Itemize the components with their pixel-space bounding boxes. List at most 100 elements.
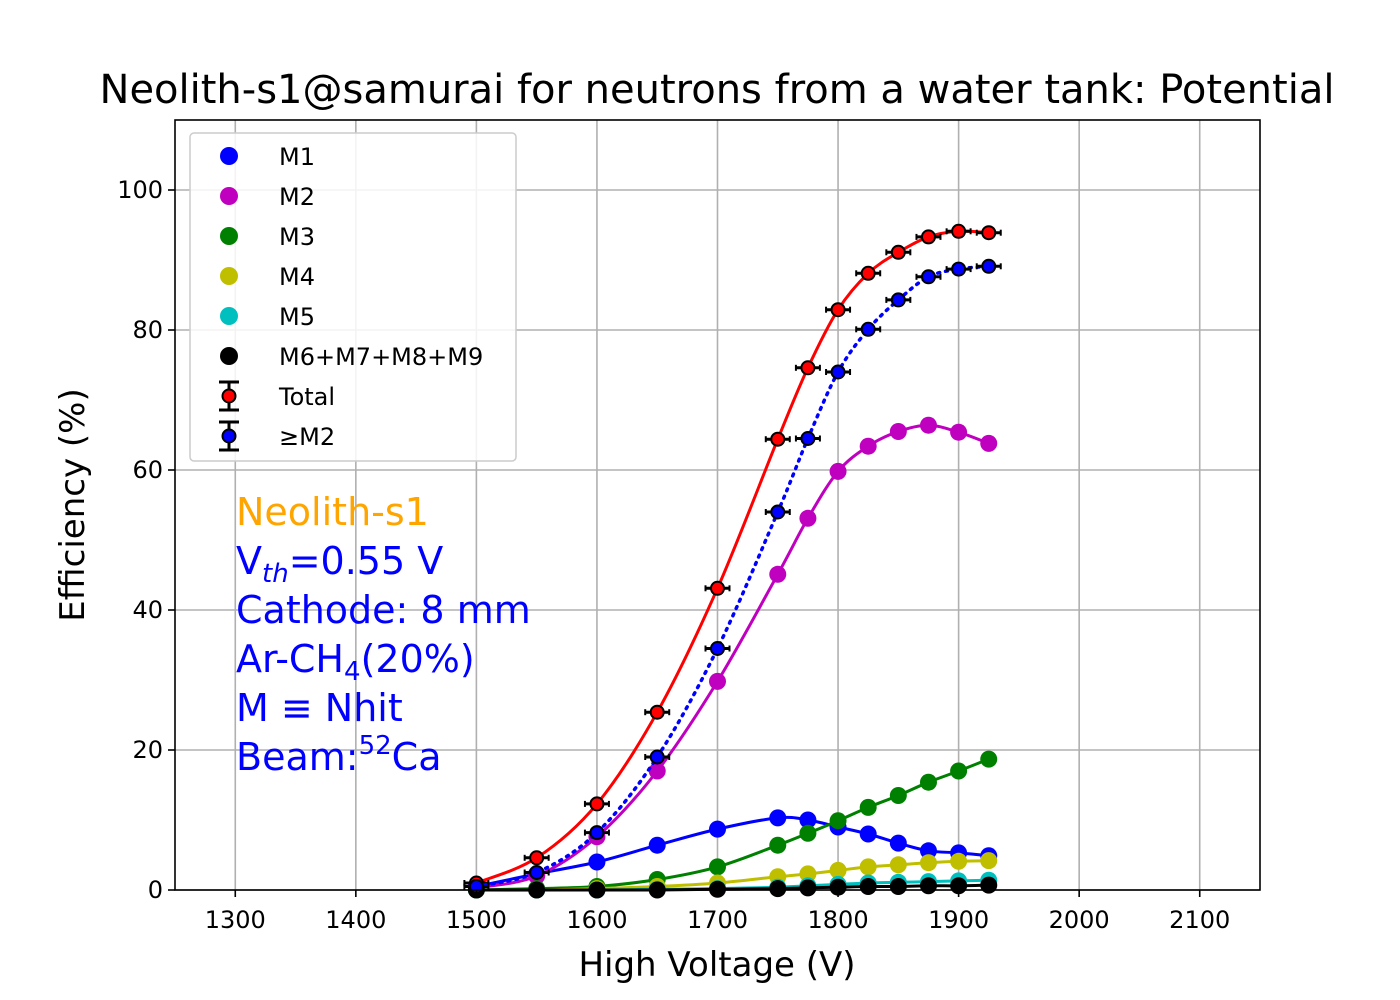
data-point [648,836,666,854]
data-point [919,854,937,872]
data-point [859,437,877,455]
data-point [769,809,787,827]
data-point [859,825,877,843]
data-point [648,762,666,780]
data-point [649,704,665,720]
x-tick-label: 1700 [687,906,748,934]
annotation-beam: Beam:52Ca [236,731,441,779]
data-point [770,504,786,520]
data-point [919,877,937,895]
data-point [980,876,998,894]
legend-marker [220,227,238,245]
y-tick-label: 60 [132,456,163,484]
x-tick-label: 1600 [566,906,627,934]
legend-marker [220,307,238,325]
y-tick-label: 80 [132,316,163,344]
y-axis: 0 20 40 60 80 100 [117,176,175,904]
data-point [889,423,907,440]
x-tick-label: 2000 [1049,906,1110,934]
data-point [769,836,787,854]
data-point [529,850,545,866]
data-point [799,865,817,883]
data-point [770,431,786,447]
data-point [860,265,876,281]
data-point [709,858,726,876]
data-point [829,878,847,896]
x-axis-label: High Voltage (V) [578,945,855,985]
annotation-block: Neolith-s1 Vth=0.55 V Cathode: 8 mm Ar-C… [236,490,531,779]
data-point [889,856,907,874]
data-point [588,853,606,871]
beam-element: Ca [392,735,442,779]
x-tick-label: 1400 [325,906,386,934]
data-point [950,762,968,780]
x-axis: 1300 1400 1500 1600 1700 1800 1900 2000 2100 [205,890,1230,934]
series-total [463,223,1002,891]
data-point [919,842,937,860]
legend-label: Total [278,383,335,411]
legend-label: M1 [279,143,315,171]
gas-subscript: 4 [344,657,361,687]
y-axis-label: Efficiency (%) [53,388,93,621]
data-point [649,749,665,765]
data-point [799,879,817,897]
data-point [919,416,937,434]
legend-item-total: Total [219,380,335,412]
legend: M1 M2 M3 M4 M5 M6+M7+M8+M9 Total ≥M2 [189,132,517,462]
data-point [799,509,817,527]
beam-prefix: Beam: [236,735,359,779]
data-point [589,796,605,812]
legend-item-m5: M5 [220,303,315,331]
legend-item-m4: M4 [220,263,315,291]
data-point [769,565,787,583]
threshold-prefix: V [236,539,262,583]
chart-title: Neolith-s1@samurai for neutrons from a w… [100,67,1335,113]
data-point [829,462,847,480]
series-line [476,815,989,888]
data-point [710,580,725,596]
data-point [981,258,997,274]
legend-marker [221,428,237,444]
x-tick-label: 1300 [205,906,266,934]
beam-mass-number: 52 [359,731,392,761]
data-point [920,269,936,285]
data-point [889,834,907,852]
x-tick-label: 2100 [1169,906,1230,934]
series-ge-m2 [463,258,1002,894]
grid [175,120,1260,891]
data-point [709,672,726,690]
gas-mixture: (20%) [361,637,475,681]
data-point [919,773,937,791]
data-point [889,787,907,804]
data-point [950,423,968,441]
legend-marker [220,347,238,365]
y-tick-label: 20 [132,736,163,764]
data-point [950,852,968,870]
data-point [829,812,847,830]
data-point [889,878,907,895]
gas-prefix: Ar-CH [236,637,344,681]
data-point [859,798,877,816]
data-point [800,360,816,376]
legend-item-ge-m2: ≥M2 [219,420,335,452]
legend-label: M2 [279,183,315,211]
data-point [799,811,817,829]
annotation-threshold: Vth=0.55 V [236,539,443,589]
data-point [529,865,545,880]
data-point [980,434,998,452]
data-point [799,824,817,842]
legend-item-m6-m7-m8-m9: M6+M7+M8+M9 [220,343,483,371]
data-point [829,861,847,879]
data-point [980,750,998,768]
series-line [474,264,991,889]
legend-marker [220,187,238,205]
annotation-multiplicity: M ≡ Nhit [236,686,403,730]
legend-item-m1: M1 [220,143,315,171]
data-point [859,858,877,876]
x-tick-label: 1900 [928,906,989,934]
data-point [710,641,725,656]
data-point [920,229,936,245]
x-tick-label: 1500 [446,906,507,934]
legend-item-m3: M3 [220,223,315,251]
